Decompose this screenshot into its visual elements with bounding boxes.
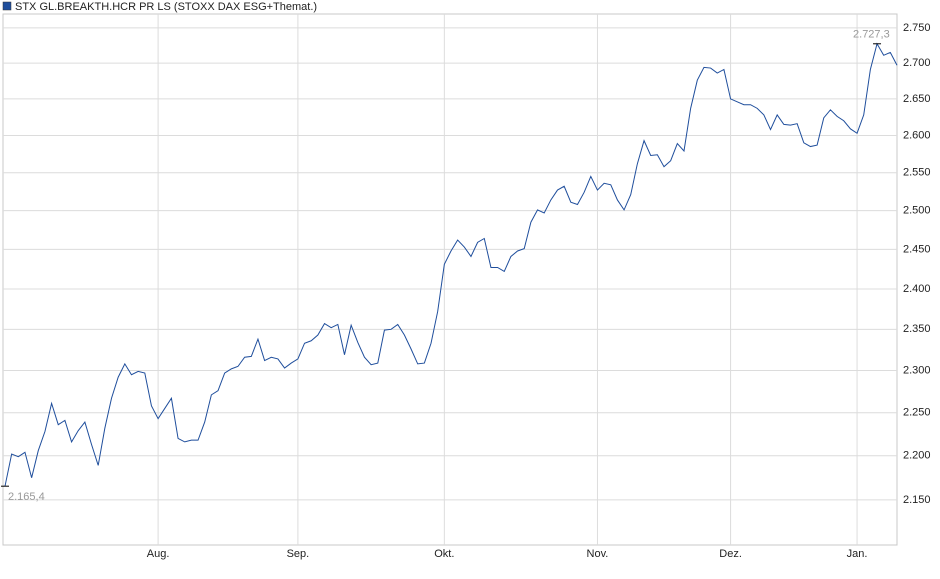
y-tick-label: 2.300: [903, 364, 931, 376]
x-tick-label: Okt.: [434, 548, 454, 560]
x-tick-label: Nov.: [587, 548, 609, 560]
y-tick-label: 2.550: [903, 167, 931, 179]
x-tick-label: Aug.: [147, 548, 170, 560]
y-tick-label: 2.350: [903, 323, 931, 335]
y-tick-label: 2.750: [903, 22, 931, 34]
x-tick-label: Jan.: [847, 548, 868, 560]
y-tick-label: 2.600: [903, 129, 931, 141]
annotation-label: 2.165,4: [8, 491, 45, 503]
plot-frame: [2, 13, 898, 546]
y-tick-label: 2.250: [903, 407, 931, 419]
price-line: [4, 42, 898, 487]
y-tick-label: 2.150: [903, 494, 931, 506]
y-tick-label: 2.500: [903, 205, 931, 217]
legend-label: STX GL.BREAKTH.HCR PR LS (STOXX DAX ESG+…: [15, 1, 317, 13]
y-tick-label: 2.200: [903, 450, 931, 462]
y-tick-label: 2.400: [903, 283, 931, 295]
x-tick-label: Sep.: [287, 548, 310, 560]
y-tick-label: 2.650: [903, 93, 931, 105]
x-tick-label: Dez.: [719, 548, 742, 560]
annotation-label: 2.727,3: [853, 29, 890, 41]
y-tick-label: 2.700: [903, 57, 931, 69]
legend-swatch: [2, 1, 12, 11]
y-tick-label: 2.450: [903, 243, 931, 255]
